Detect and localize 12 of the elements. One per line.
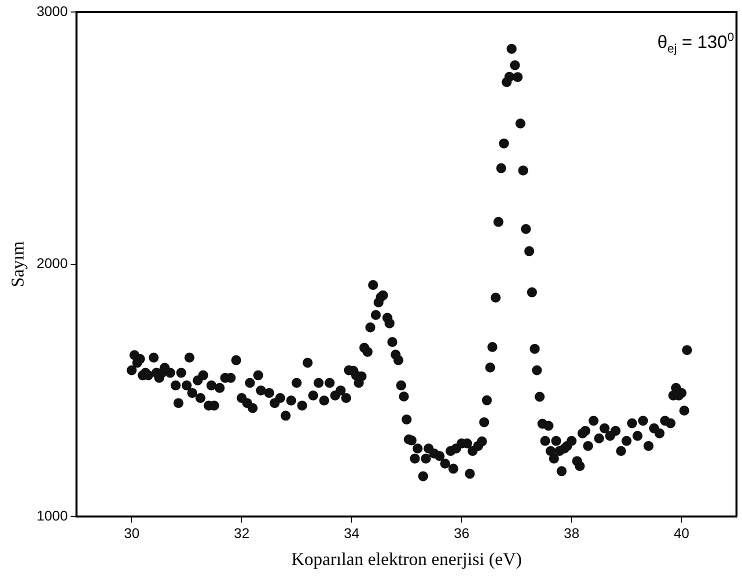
x-tick-label: 40 [674, 524, 690, 541]
y-tick-label: 1000 [36, 507, 68, 524]
y-tick-label: 3000 [36, 2, 68, 19]
x-tick-label: 38 [564, 524, 580, 541]
annotation: θ$_{ej}$ = 130$^{0}$ [657, 30, 734, 56]
x-tick-label: 36 [454, 524, 470, 541]
y-tick-label: 2000 [36, 255, 68, 272]
x-tick-label: 30 [124, 524, 140, 541]
x-axis-title: Koparılan elektron enerjisi (eV) [291, 548, 522, 569]
y-axis-title: Sayım [8, 241, 28, 288]
x-tick-label: 32 [234, 524, 250, 541]
x-tick-label: 34 [344, 524, 360, 541]
